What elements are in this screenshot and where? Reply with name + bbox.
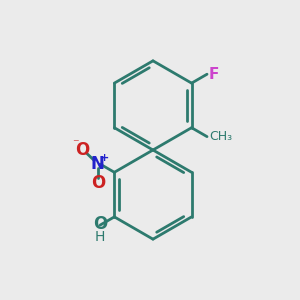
Text: ⁻: ⁻: [73, 137, 79, 150]
Text: +: +: [100, 153, 109, 163]
Text: O: O: [75, 141, 89, 159]
Text: H: H: [95, 230, 105, 244]
Text: O: O: [91, 173, 105, 191]
Text: N: N: [91, 155, 105, 173]
Text: CH₃: CH₃: [209, 130, 232, 143]
Text: O: O: [93, 215, 107, 233]
Text: F: F: [209, 67, 220, 82]
